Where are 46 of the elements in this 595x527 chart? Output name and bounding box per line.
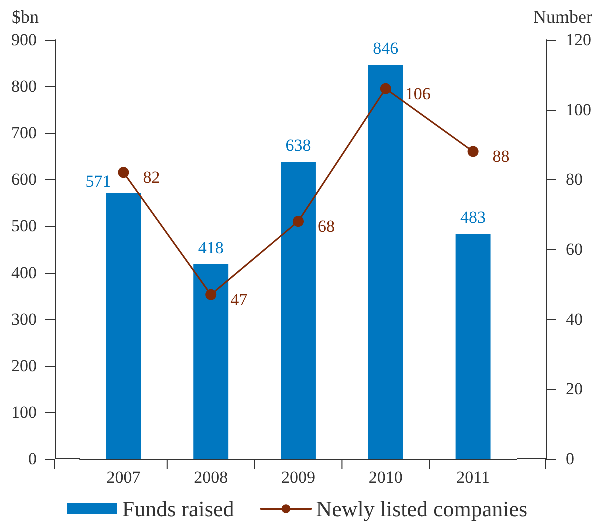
y-tick-label: 800 bbox=[12, 77, 37, 96]
point bbox=[380, 83, 392, 94]
y2-tick-label: 60 bbox=[566, 240, 583, 259]
y2-tick-label: 80 bbox=[566, 170, 583, 190]
data-label: 846 bbox=[373, 39, 399, 58]
y-tick-label: 100 bbox=[12, 402, 37, 422]
data-label: 82 bbox=[143, 168, 160, 188]
point bbox=[206, 289, 217, 300]
data-label: 68 bbox=[318, 217, 335, 236]
y-tick-label: 700 bbox=[12, 124, 37, 143]
bar bbox=[456, 234, 491, 459]
y-tick-label: 900 bbox=[12, 30, 37, 50]
bar bbox=[368, 65, 404, 459]
data-label: 483 bbox=[460, 208, 486, 228]
bar bbox=[281, 162, 316, 459]
data-label: 88 bbox=[492, 147, 510, 166]
x-tick-label: 2007 bbox=[106, 468, 142, 487]
y2-tick-label: 100 bbox=[566, 100, 592, 120]
y-tick-label: 200 bbox=[12, 356, 37, 376]
y-tick-label: 300 bbox=[12, 310, 37, 329]
point bbox=[118, 167, 130, 178]
y2-axis-title: Number bbox=[534, 7, 592, 27]
y2-tick-label: 20 bbox=[566, 380, 583, 399]
y-tick-label: 400 bbox=[12, 263, 37, 282]
data-label: 571 bbox=[86, 172, 112, 192]
x-tick-label: 2011 bbox=[456, 468, 490, 487]
point bbox=[468, 146, 479, 158]
y-axis-title: $bn bbox=[12, 7, 39, 27]
data-label: 418 bbox=[198, 238, 224, 258]
legend-label: Newly listed companies bbox=[316, 496, 528, 522]
bar bbox=[194, 264, 229, 459]
x-tick-label: 2009 bbox=[282, 468, 316, 487]
bar bbox=[106, 193, 142, 459]
y2-tick-label: 120 bbox=[566, 30, 592, 50]
y-tick-label: 600 bbox=[12, 170, 37, 190]
point bbox=[293, 216, 304, 228]
data-label: 638 bbox=[286, 136, 312, 155]
y2-tick-label: 0 bbox=[566, 450, 574, 468]
data-label: 106 bbox=[405, 84, 431, 104]
x-tick-label: 2008 bbox=[194, 468, 228, 487]
y2-tick-label: 40 bbox=[566, 310, 583, 329]
data-label: 47 bbox=[230, 290, 248, 310]
y-tick-label: 500 bbox=[12, 216, 37, 236]
legend-label: Funds raised bbox=[122, 496, 234, 522]
y-tick-label: 0 bbox=[28, 450, 37, 468]
x-tick-label: 2010 bbox=[368, 468, 403, 487]
